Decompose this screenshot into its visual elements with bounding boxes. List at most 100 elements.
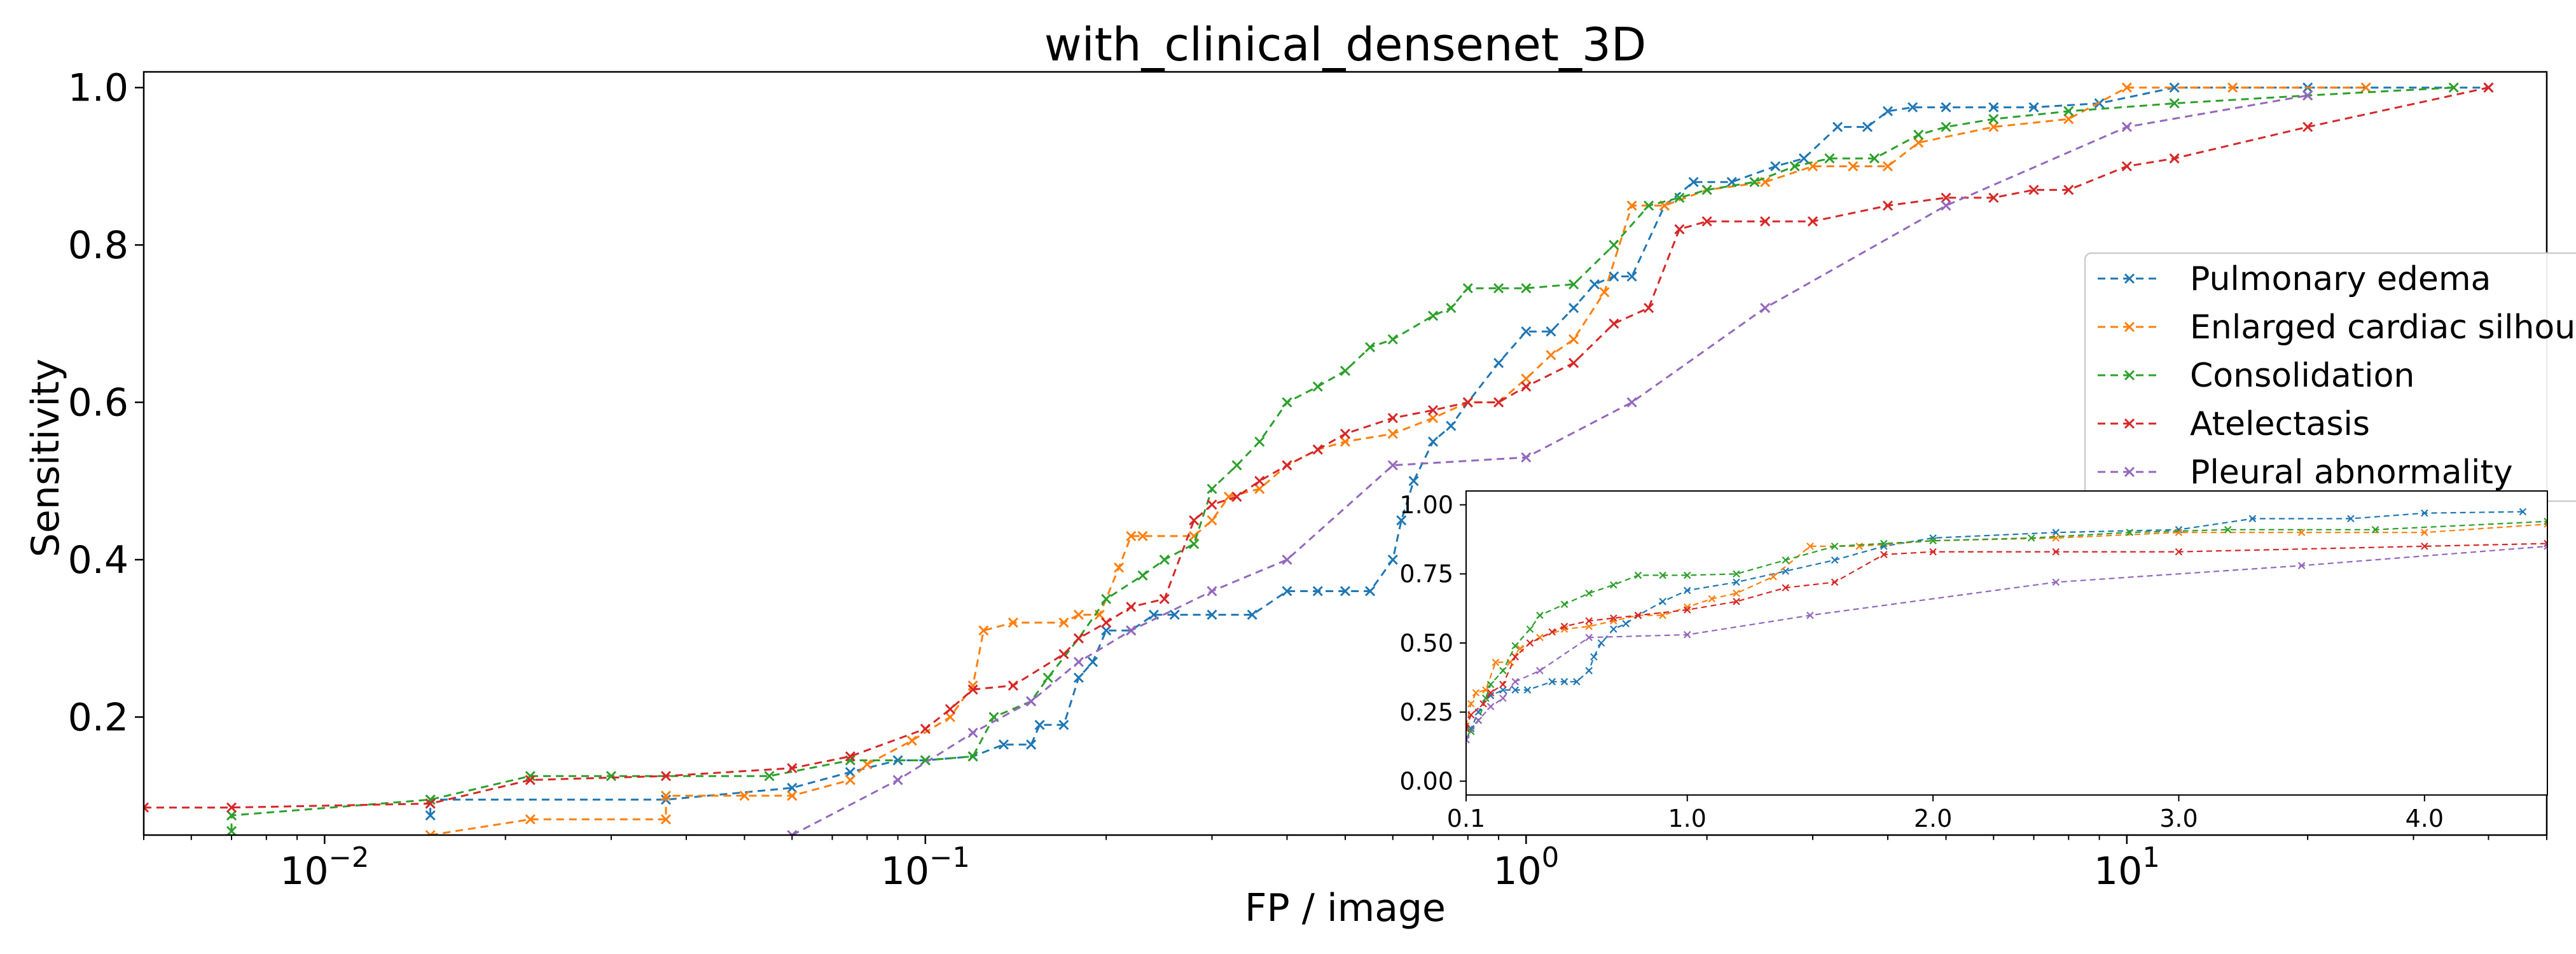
main-series-line-4 [791, 94, 2308, 835]
main-point-1-1 [525, 814, 536, 825]
inset-point-3-8 [1560, 623, 1568, 630]
inset-point-1-17 [1806, 543, 1814, 550]
inset-point-4-6 [1585, 633, 1593, 642]
main-point-4-4 [1073, 656, 1084, 667]
main-point-0-11 [1034, 719, 1045, 730]
inset-point-1-12 [1659, 611, 1666, 619]
inset-point-4-5 [1536, 667, 1544, 675]
main-point-1-45 [2227, 82, 2238, 93]
main-point-1-40 [1882, 161, 1894, 172]
main-xtick-label-0: 10−2 [280, 842, 369, 894]
main-ytick-label-3: 0.8 [68, 223, 128, 268]
inset-point-0-21 [1831, 556, 1839, 564]
inset-point-1-14 [1708, 595, 1716, 603]
main-xtick-label-2: 100 [1493, 842, 1559, 894]
main-point-2-42 [2063, 106, 2074, 116]
main-point-0-48 [1988, 102, 1999, 113]
inset-point-1-23 [2421, 529, 2428, 536]
main-point-4-11 [1760, 303, 1771, 314]
inset-point-1-15 [1733, 590, 1740, 597]
main-point-2-20 [1282, 397, 1292, 408]
x-axis-label: FP / image [1245, 886, 1446, 930]
inset-point-0-10 [1573, 678, 1581, 686]
main-point-3-37 [1988, 192, 1999, 203]
main-point-1-13 [1058, 617, 1069, 628]
inset-point-3-10 [1610, 614, 1617, 622]
main-point-1-16 [1114, 562, 1125, 573]
inset-ytick-label-0: 0.00 [1399, 768, 1453, 796]
main-point-2-39 [1913, 129, 1924, 141]
main-point-2-6 [845, 755, 855, 766]
inset-point-3-21 [2544, 539, 2547, 548]
main-point-3-29 [1609, 318, 1619, 329]
main-point-1-21 [1223, 491, 1235, 502]
inset-xtick-label-1: 1.0 [1668, 805, 1707, 833]
y-axis-label: Sensitivity [24, 359, 68, 557]
inset-point-3-4 [1499, 681, 1507, 688]
inset-point-2-16 [1782, 556, 1790, 564]
main-point-4-0 [787, 829, 798, 835]
main-point-0-43 [1832, 121, 1843, 132]
inset-point-4-1 [1474, 716, 1483, 724]
main-point-3-38 [2028, 184, 2039, 195]
main-point-1-33 [1599, 287, 1610, 298]
main-point-2-2 [425, 794, 436, 805]
inset-point-3-0 [1466, 724, 1470, 733]
main-point-3-7 [920, 723, 931, 735]
inset-point-3-9 [1585, 617, 1593, 625]
main-point-1-43 [2063, 114, 2074, 125]
inset-point-0-24 [2052, 529, 2060, 536]
main-point-2-15 [1159, 554, 1170, 565]
main-point-3-32 [1701, 216, 1712, 227]
inset-ytick-label-2: 0.50 [1399, 629, 1453, 657]
main-point-0-51 [2169, 82, 2180, 93]
main-point-2-32 [1644, 200, 1654, 211]
main-point-0-41 [1770, 161, 1781, 172]
main-point-0-25 [1387, 554, 1398, 565]
main-point-2-28 [1493, 283, 1504, 294]
inset-point-3-20 [2421, 543, 2428, 550]
main-point-1-6 [845, 775, 855, 785]
inset-point-0-27 [2347, 515, 2355, 523]
inset-point-4-9 [2052, 578, 2060, 586]
main-point-3-22 [1340, 429, 1351, 439]
main-point-2-16 [1189, 539, 1200, 550]
main-point-2-37 [1824, 153, 1835, 164]
main-point-2-26 [1446, 303, 1457, 314]
inset-point-2-8 [1536, 611, 1544, 619]
main-point-0-4 [787, 782, 798, 793]
main-point-2-34 [1701, 184, 1712, 195]
main-point-1-11 [978, 625, 989, 636]
inset-point-3-3 [1486, 689, 1495, 696]
legend-label-1: Enlarged cardiac silhou [2190, 308, 2575, 347]
main-point-2-23 [1365, 342, 1376, 353]
main-point-2-3 [525, 771, 536, 782]
main-point-3-4 [660, 771, 672, 782]
inset-point-3-5 [1511, 653, 1520, 661]
main-point-3-25 [1462, 397, 1473, 408]
main-point-2-38 [1869, 153, 1880, 164]
main-point-0-36 [1609, 271, 1619, 282]
main-point-0-34 [1568, 303, 1579, 314]
main-point-4-10 [1626, 397, 1637, 408]
main-point-2-35 [1749, 177, 1760, 188]
inset-xtick-label-3: 3.0 [2159, 805, 2198, 833]
main-point-1-42 [1988, 121, 1999, 132]
main-point-2-1 [226, 810, 237, 821]
main-point-2-13 [1101, 593, 1112, 604]
main-point-3-34 [1807, 216, 1818, 227]
main-point-3-26 [1493, 397, 1504, 408]
main-point-1-39 [1848, 161, 1859, 172]
inset-point-4-8 [1806, 611, 1814, 619]
main-point-2-27 [1462, 283, 1473, 294]
main-point-2-25 [1427, 310, 1439, 321]
main-point-1-27 [1427, 413, 1439, 424]
main-point-3-27 [1521, 381, 1532, 392]
main-point-2-36 [1789, 161, 1800, 172]
main-point-0-33 [1546, 326, 1556, 337]
inset-point-0-14 [1610, 625, 1617, 633]
main-point-0-42 [1798, 153, 1810, 164]
inset-point-2-22 [2224, 526, 2232, 534]
main-point-0-46 [1907, 102, 1918, 113]
main-point-2-17 [1207, 483, 1217, 494]
